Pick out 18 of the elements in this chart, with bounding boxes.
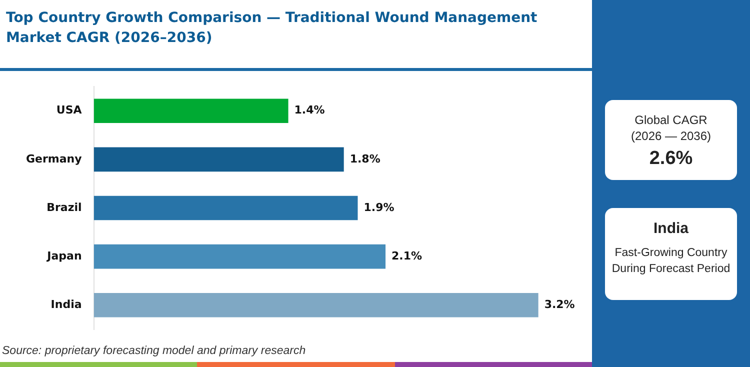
y-tick-label: India [50, 298, 82, 311]
y-tick-label: Japan [46, 249, 82, 262]
data-label: 1.8% [350, 152, 380, 166]
bar [94, 98, 288, 124]
bar [94, 244, 386, 269]
y-tick-label: USA [56, 104, 82, 117]
y-tick-label: Brazil [46, 200, 82, 214]
chart-title: Top Country Growth Comparison — Traditional Wound Management Market CAGR (2026–2036) [6, 9, 538, 48]
data-label: 2.1% [392, 249, 422, 262]
data-label: 1.9% [364, 200, 394, 214]
bar [94, 292, 538, 318]
data-label: 1.4% [294, 104, 325, 117]
side-panel: Global CAGR (2026 — 2036) 2.6% India Fast-Growing Country During Forecast Period [592, 0, 750, 367]
source-note: Source: proprietary forecasting model and primary research [2, 345, 306, 357]
data-label: 3.2% [544, 298, 575, 311]
bar [94, 196, 358, 220]
y-tick-label: Germany [26, 152, 82, 166]
bar [94, 147, 344, 172]
